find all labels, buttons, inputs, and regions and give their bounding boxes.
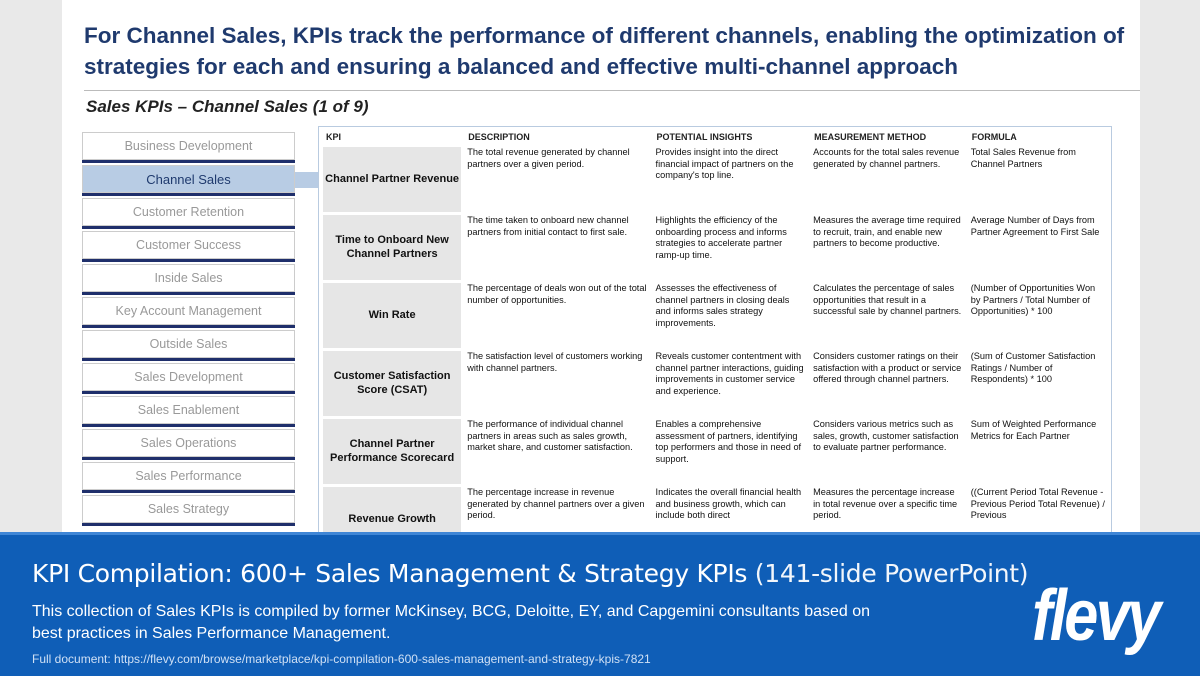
- table-cell: Considers various metrics such as sales,…: [813, 419, 959, 452]
- kpi-name: Win Rate: [323, 283, 462, 348]
- kpi-table: KPI DESCRIPTION POTENTIAL INSIGHTS MEASUREM…: [318, 126, 1112, 532]
- kpi-name: Channel Partner Revenue: [323, 147, 462, 212]
- table-cell: Sum of Weighted Performance Metrics for …: [970, 419, 1097, 441]
- table-cell: Highlights the efficiency of the onboard…: [655, 215, 787, 260]
- banner: KPI Compilation: 600+ Sales Management &…: [0, 532, 1200, 676]
- table-cell: Measures the percentage increase in tota…: [813, 487, 958, 520]
- table-cell: Assesses the effectiveness of channel pa…: [655, 283, 790, 328]
- kpi-name: Time to Onboard New Channel Partners: [323, 215, 462, 280]
- subtitle: Sales KPIs – Channel Sales (1 of 9): [86, 97, 369, 116]
- sidebar-item[interactable]: Key Account Management: [82, 297, 295, 330]
- sidebar-label: Sales Strategy: [82, 495, 295, 523]
- sidebar-label: Inside Sales: [82, 264, 295, 292]
- column-header: POTENTIAL INSIGHTS: [656, 132, 753, 142]
- table-cell: The satisfaction level of customers work…: [467, 351, 643, 373]
- table-cell: The total revenue generated by channel p…: [467, 147, 630, 169]
- title: KPI Compilation: 600+ Sales Management &…: [32, 559, 748, 588]
- table-cell: Total Sales Revenue from Channel Partner…: [970, 147, 1076, 169]
- table-row: Time to Onboard New Channel Partners The …: [323, 215, 1107, 280]
- sidebar-item[interactable]: Sales Performance: [82, 462, 295, 495]
- table-cell: Accounts for the total sales revenue gen…: [813, 147, 960, 169]
- table-body: Channel Partner Revenue The total revenue…: [323, 147, 1107, 532]
- table-cell: Indicates the overall financial health a…: [655, 487, 802, 520]
- title-suffix: (141-slide PowerPoint): [754, 559, 1029, 588]
- sidebar: Business Development Channel Sales Custome…: [82, 132, 295, 528]
- table-cell: Enables a comprehensive assessment of pa…: [655, 419, 802, 464]
- table-cell: The percentage increase in revenue gener…: [467, 487, 645, 520]
- sidebar-item[interactable]: Sales Strategy: [82, 495, 295, 528]
- header-row: KPI DESCRIPTION POTENTIAL INSIGHTS MEASUREM…: [323, 130, 1107, 144]
- table-cell: Provides insight into the direct financi…: [655, 147, 794, 180]
- table: KPI DESCRIPTION POTENTIAL INSIGHTS MEASUREM…: [319, 127, 1111, 532]
- column-header: KPI: [326, 132, 342, 142]
- sidebar-item[interactable]: Sales Operations: [82, 429, 295, 462]
- sidebar-item[interactable]: Sales Enablement: [82, 396, 295, 429]
- sidebar-label: Business Development: [82, 132, 295, 160]
- kpi-name: Channel Partner Performance Scorecard: [323, 419, 462, 484]
- table-cell: Measures the average time required to re…: [813, 215, 961, 248]
- table-row: Channel Partner Performance Scorecard The…: [323, 419, 1107, 484]
- sidebar-item[interactable]: Outside Sales: [82, 330, 295, 363]
- table-cell: ((Current Period Total Revenue - Previou…: [970, 487, 1105, 520]
- table-cell: (Number of Opportunities Won by Partners…: [970, 283, 1096, 316]
- sidebar-label: Key Account Management: [82, 297, 295, 325]
- divider: [84, 90, 1140, 91]
- slide: For Channel Sales, KPIs track the perfor…: [62, 0, 1140, 532]
- table-row: Channel Partner Revenue The total revenue…: [323, 147, 1107, 212]
- sidebar-item[interactable]: Customer Success: [82, 231, 295, 264]
- table-cell: Calculates the percentage of sales oppor…: [813, 283, 962, 316]
- kpi-name: Customer Satisfaction Score (CSAT): [323, 351, 462, 416]
- sidebar-label: Sales Performance: [82, 462, 295, 490]
- connector: [295, 172, 318, 188]
- sidebar-item[interactable]: Customer Retention: [82, 198, 295, 231]
- sidebar-label: Channel Sales: [82, 165, 295, 193]
- banner-title: KPI Compilation: 600+ Sales Management &…: [32, 559, 1029, 588]
- logo: flevy: [1032, 576, 1161, 656]
- banner-description: This collection of Sales KPIs is compile…: [32, 603, 871, 642]
- document-link[interactable]: Full document: https://flevy.com/browse/…: [32, 652, 651, 666]
- table-cell: The performance of individual channel pa…: [467, 419, 633, 452]
- table-cell: Considers customer ratings on their sati…: [813, 351, 962, 384]
- table-cell: The time taken to onboard new channel pa…: [467, 215, 629, 237]
- sidebar-label: Sales Development: [82, 363, 295, 391]
- table-cell: Average Number of Days from Partner Agre…: [970, 215, 1100, 237]
- table-row: Win Rate The percentage of deals won out …: [323, 283, 1107, 348]
- sidebar-label: Customer Retention: [82, 198, 295, 226]
- sidebar-item[interactable]: Sales Development: [82, 363, 295, 396]
- sidebar-label: Outside Sales: [82, 330, 295, 358]
- column-header: FORMULA: [971, 132, 1017, 142]
- sidebar-item[interactable]: Inside Sales: [82, 264, 295, 297]
- kpi-name: Revenue Growth: [323, 487, 462, 532]
- sidebar-item[interactable]: Channel Sales: [82, 165, 295, 198]
- table-cell: (Sum of Customer Satisfaction Ratings / …: [970, 351, 1096, 384]
- sidebar-label: Customer Success: [82, 231, 295, 259]
- table-row: Customer Satisfaction Score (CSAT) The sa…: [323, 351, 1107, 416]
- sidebar-item[interactable]: Business Development: [82, 132, 295, 165]
- sidebar-label: Sales Operations: [82, 429, 295, 457]
- table-cell: The percentage of deals won out of the t…: [467, 283, 647, 305]
- column-header: DESCRIPTION: [468, 132, 530, 142]
- sidebar-label: Sales Enablement: [82, 396, 295, 424]
- table-cell: Reveals customer contentment with channe…: [655, 351, 804, 396]
- table-row: Revenue Growth The percentage increase in…: [323, 487, 1107, 532]
- headline: For Channel Sales, KPIs track the perfor…: [84, 23, 1125, 79]
- column-header: MEASUREMENT METHOD: [814, 132, 927, 142]
